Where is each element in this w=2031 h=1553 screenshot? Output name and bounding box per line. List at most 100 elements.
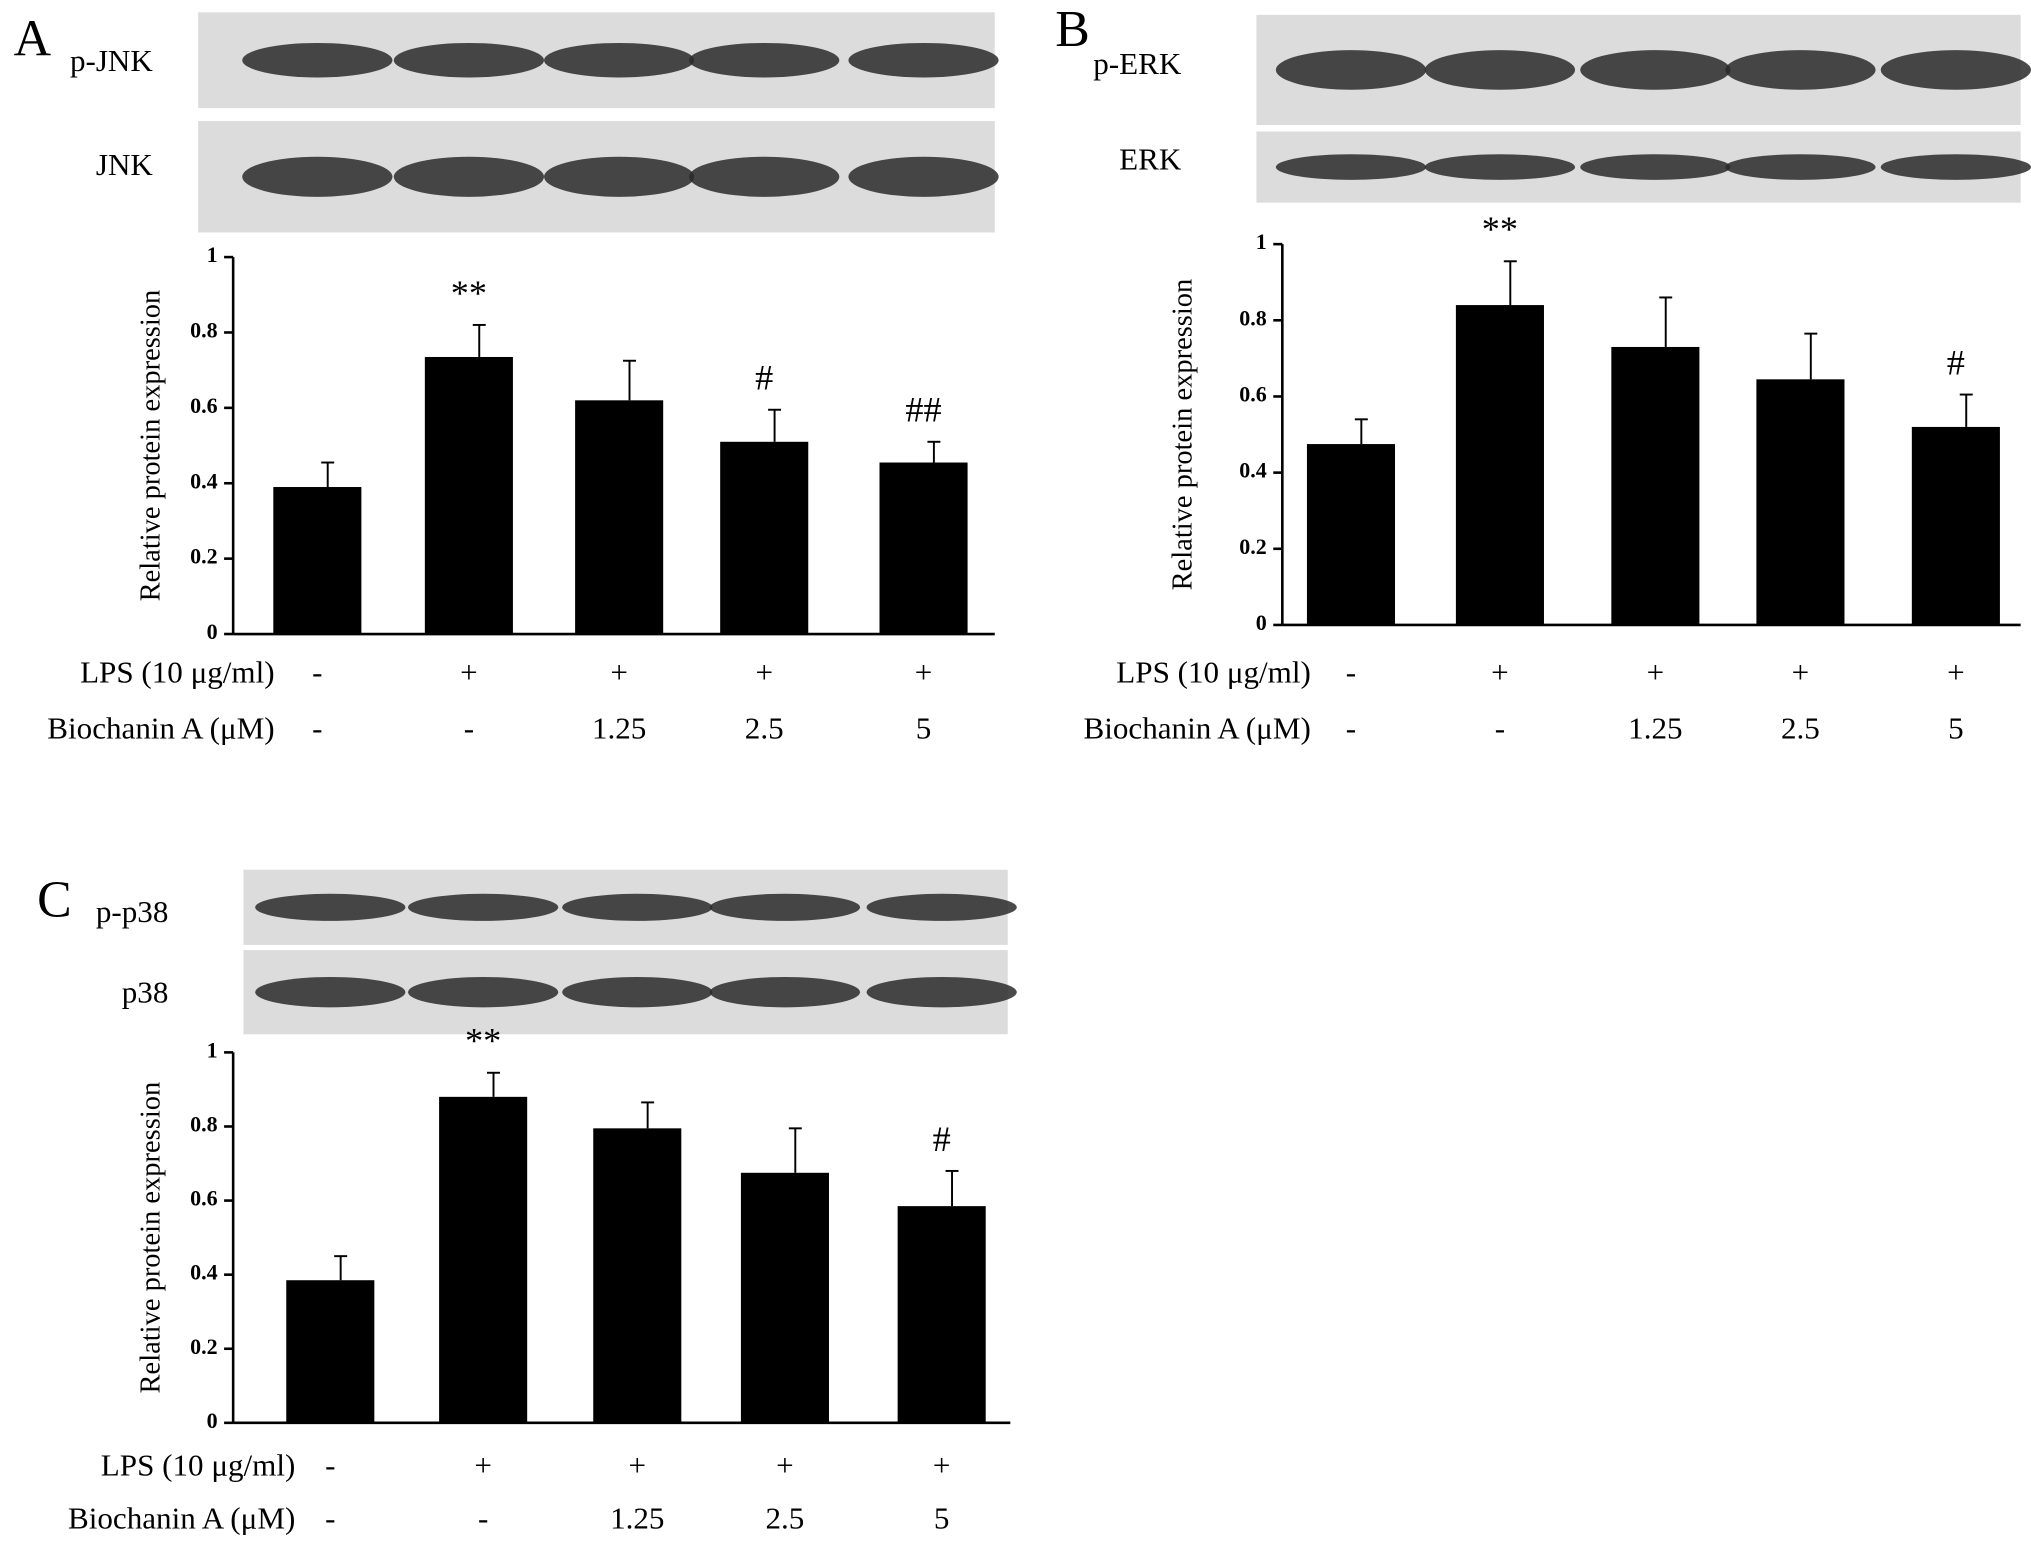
row-cell: 5 xyxy=(916,710,932,745)
row-cell: - xyxy=(1346,655,1356,690)
row-label: LPS (10 μg/ml) xyxy=(80,655,275,690)
blot-band xyxy=(408,893,559,921)
blot-band xyxy=(848,156,999,197)
y-tick-label: 1 xyxy=(207,242,218,267)
blot-band xyxy=(1275,154,1427,180)
blot-label: p-JNK xyxy=(70,43,153,78)
row-cell: + xyxy=(1647,655,1665,690)
significance-mark: ** xyxy=(451,273,487,313)
blot-band xyxy=(544,42,695,78)
row-label: LPS (10 μg/ml) xyxy=(1116,655,1311,690)
bar xyxy=(439,1096,528,1423)
blot-band xyxy=(689,42,840,78)
y-tick-label: 0 xyxy=(207,619,218,644)
row-cell: - xyxy=(325,1500,335,1535)
bar xyxy=(1611,346,1700,625)
bar xyxy=(424,356,513,635)
bar xyxy=(575,400,664,635)
row-cell: 2.5 xyxy=(745,710,784,745)
significance-mark: ** xyxy=(1482,209,1518,249)
y-tick-label: 0 xyxy=(207,1408,218,1433)
blot-band xyxy=(1725,50,1876,90)
row-cell: - xyxy=(312,710,322,745)
bar xyxy=(720,441,809,635)
significance-mark: ** xyxy=(465,1021,501,1061)
row-cell: 1.25 xyxy=(1628,710,1682,745)
row-cell: + xyxy=(915,655,933,690)
row-cell: 1.25 xyxy=(610,1500,664,1535)
blot-band xyxy=(866,977,1017,1008)
row-label: LPS (10 μg/ml) xyxy=(101,1447,296,1482)
row-cell: - xyxy=(312,655,322,690)
y-axis-label: Relative protein expression xyxy=(135,1082,166,1394)
significance-mark: # xyxy=(933,1119,951,1159)
bar xyxy=(1911,426,2000,625)
row-cell: + xyxy=(776,1447,794,1482)
bar xyxy=(1756,379,1845,625)
blot-band xyxy=(1580,50,1731,90)
bar xyxy=(879,462,968,635)
bar xyxy=(897,1206,986,1423)
blot-band xyxy=(709,977,861,1008)
blot-label: p38 xyxy=(122,975,169,1010)
row-label: Biochanin A (μM) xyxy=(68,1500,295,1535)
blot-band xyxy=(562,977,713,1008)
blot-band xyxy=(866,893,1017,921)
bar xyxy=(740,1172,829,1423)
y-tick-label: 1 xyxy=(207,1037,218,1062)
y-tick-label: 0.4 xyxy=(1239,458,1267,483)
blot-band xyxy=(1580,154,1731,180)
bar xyxy=(1455,305,1544,625)
blot-label: p-p38 xyxy=(96,894,169,929)
blot-label: p-ERK xyxy=(1093,46,1182,81)
row-cell: - xyxy=(478,1500,488,1535)
bar xyxy=(593,1128,682,1423)
blot-band xyxy=(255,893,406,921)
y-tick-label: 0.6 xyxy=(190,393,218,418)
blot-band xyxy=(393,156,545,197)
blot-band xyxy=(393,42,545,78)
y-tick-label: 0.4 xyxy=(190,468,218,493)
blot-band xyxy=(408,977,559,1008)
y-tick-label: 0.6 xyxy=(190,1186,218,1211)
y-tick-label: 0 xyxy=(1256,610,1267,635)
blot-band xyxy=(242,42,393,78)
blot-band xyxy=(1880,50,2031,90)
row-cell: + xyxy=(933,1447,951,1482)
significance-mark: # xyxy=(755,358,773,398)
row-cell: + xyxy=(474,1447,492,1482)
blot-band xyxy=(1725,154,1876,180)
panel-letter: A xyxy=(14,10,52,67)
row-cell: 1.25 xyxy=(592,710,646,745)
row-cell: 5 xyxy=(934,1500,950,1535)
bar xyxy=(286,1280,375,1423)
y-tick-label: 0.8 xyxy=(190,1112,218,1137)
blot-band xyxy=(544,156,695,197)
y-tick-label: 0.2 xyxy=(190,544,218,569)
y-axis-label: Relative protein expression xyxy=(135,290,166,602)
row-label: Biochanin A (μM) xyxy=(47,710,274,745)
blot-band xyxy=(848,42,999,78)
row-cell: + xyxy=(629,1447,647,1482)
blot-band xyxy=(689,156,840,197)
y-tick-label: 0.8 xyxy=(190,318,218,343)
blot-band xyxy=(1424,50,1576,90)
blot-band xyxy=(1275,50,1427,90)
bar xyxy=(273,487,362,635)
significance-mark: # xyxy=(1947,342,1965,382)
blot-band xyxy=(255,977,406,1008)
blot-band xyxy=(562,893,713,921)
row-cell: - xyxy=(325,1447,335,1482)
significance-mark: ## xyxy=(905,390,941,430)
panel-letter: B xyxy=(1055,1,1090,58)
blot-band xyxy=(1880,154,2031,180)
y-tick-label: 0.6 xyxy=(1239,382,1267,407)
blot-band xyxy=(242,156,393,197)
y-tick-label: 0.8 xyxy=(1239,305,1267,330)
row-cell: - xyxy=(464,710,474,745)
row-cell: 5 xyxy=(1948,710,1964,745)
row-cell: + xyxy=(1947,655,1965,690)
row-cell: + xyxy=(610,655,628,690)
row-cell: - xyxy=(1495,710,1505,745)
